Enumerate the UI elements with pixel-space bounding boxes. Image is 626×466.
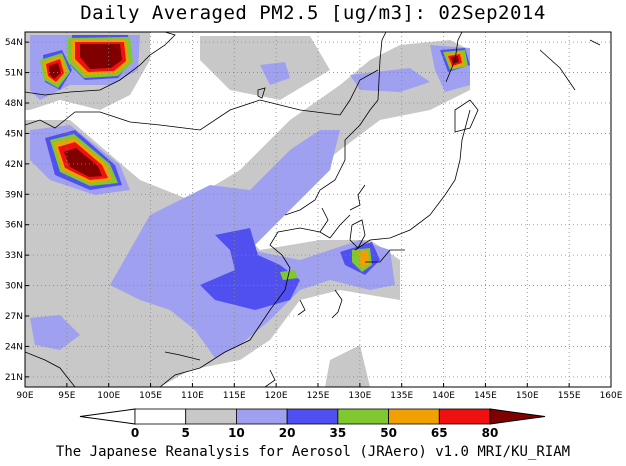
colorbar: 0 5 10 20 35 50 65 80 [79,408,546,440]
lat-tick-label: 39N [5,190,23,200]
colorbar-level-label: 35 [330,426,347,440]
concentration-field [25,32,470,387]
lon-tick-label: 155E [558,391,581,401]
lat-tick-label: 36N [5,221,23,231]
lat-lon-grid [25,32,611,387]
lat-tick-label: 54N [5,38,23,48]
colorbar-level-label: 80 [482,426,499,440]
colorbar-level-label: 65 [431,426,448,440]
lat-tick-label: 48N [5,99,23,109]
footer-credit: The Japanese Reanalysis for Aerosol (JRA… [55,444,571,460]
colorbar-segment [185,408,237,425]
colorbar-segment [286,408,339,425]
lon-tick-label: 105E [139,391,162,401]
lon-tick-label: 120E [265,391,288,401]
colorbar-segment [236,408,288,425]
lat-tick-label: 45N [5,129,23,139]
lat-tick-label: 51N [5,69,23,79]
colorbar-level-label: 20 [279,426,296,440]
lon-tick-label: 90E [16,391,33,401]
lon-tick-label: 150E [516,391,539,401]
latitude-tick-labels: 54N 51N 48N 45N 42N 39N 36N 33N 30N 27N 24N 21N [5,38,29,383]
lat-tick-label: 24N [5,342,23,352]
lon-tick-label: 135E [390,391,413,401]
lat-tick-label: 42N [5,160,23,170]
lat-tick-label: 33N [5,251,23,261]
lat-tick-label: 30N [5,282,23,292]
colorbar-level-label: 5 [182,426,190,440]
colorbar-segment [438,408,491,425]
lon-tick-label: 115E [223,391,246,401]
map-title: Daily Averaged PM2.5 [ug/m3]: 02Sep2014 [80,2,546,24]
lat-tick-label: 21N [5,373,23,383]
colorbar-segment [337,408,389,425]
longitude-tick-labels: 90E 95E 100E 105E 110E 115E 120E 125E 130E 135E 14… [16,383,623,401]
colorbar-level-label: 10 [228,426,245,440]
lon-tick-label: 125E [307,391,330,401]
colorbar-low-arrow [79,408,136,425]
lon-tick-label: 95E [58,391,75,401]
lon-tick-label: 110E [181,391,204,401]
level-above-80-region [49,44,459,177]
colorbar-segment [388,408,440,425]
lon-tick-label: 140E [432,391,455,401]
lat-tick-label: 27N [5,312,23,322]
colorbar-level-label: 50 [380,426,397,440]
lon-tick-label: 100E [97,391,120,401]
lon-tick-label: 145E [474,391,497,401]
colorbar-high-arrow [489,408,546,425]
coastlines [25,32,601,387]
colorbar-segment [134,408,187,425]
lon-tick-label: 130E [348,391,371,401]
country-borders [25,69,379,361]
colorbar-level-label: 0 [131,426,139,440]
lon-tick-label: 160E [600,391,623,401]
